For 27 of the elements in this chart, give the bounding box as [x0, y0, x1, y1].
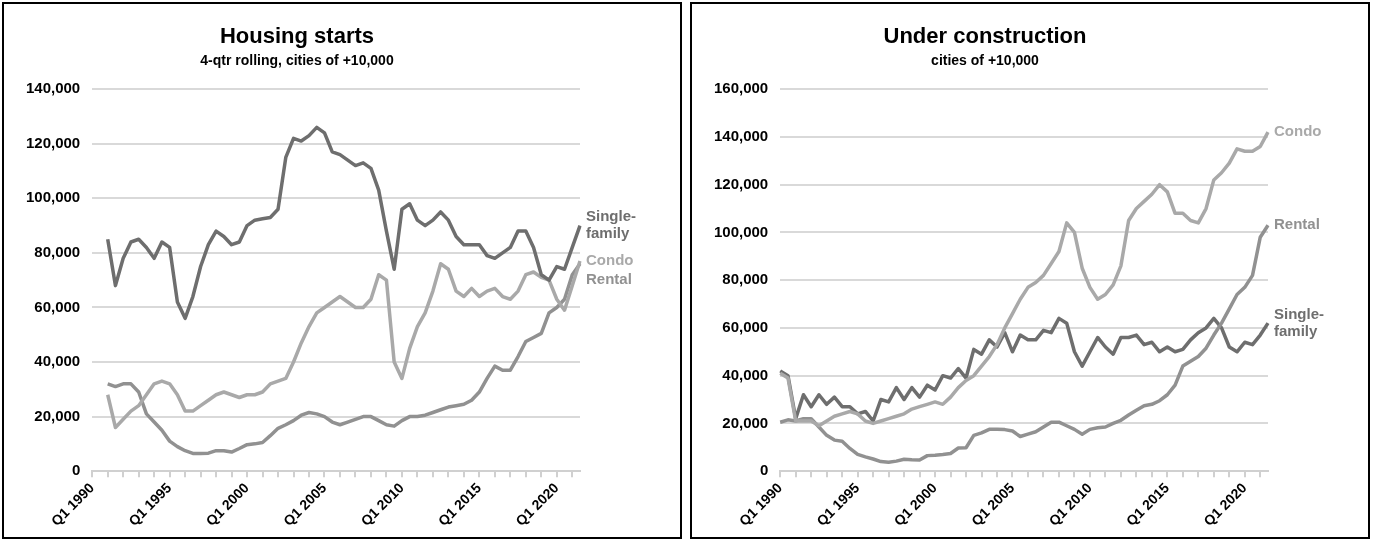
series-label: Rental	[586, 270, 632, 288]
y-tick-label: 100,000	[713, 222, 769, 240]
y-tick-label: 140,000	[713, 127, 769, 145]
chart-subtitle: cities of +10,000	[931, 51, 1040, 68]
y-tick-label: 120,000	[713, 174, 769, 192]
y-tick-label: 140,000	[25, 79, 81, 97]
y-tick-label: 80,000	[34, 243, 81, 261]
y-tick-label: 20,000	[722, 413, 769, 431]
y-tick-label: 80,000	[722, 270, 769, 288]
y-tick-label: 160,000	[713, 79, 769, 97]
series-label: Condo	[586, 251, 634, 269]
y-tick-label: 40,000	[34, 352, 81, 370]
y-tick-label: 100,000	[25, 188, 81, 206]
y-tick-label: 60,000	[34, 297, 81, 315]
series-label: Single-family	[586, 207, 637, 242]
series-label: Rental	[1274, 215, 1320, 233]
y-tick-label: 120,000	[25, 133, 81, 151]
y-tick-label: 0	[71, 461, 81, 479]
y-tick-label: 60,000	[722, 318, 769, 336]
y-tick-label: 20,000	[34, 406, 81, 424]
chart-title: Housing starts	[219, 23, 375, 49]
series-label: Single-family	[1274, 304, 1325, 339]
chart-subtitle: 4-qtr rolling, cities of +10,000	[200, 51, 394, 68]
y-tick-label: 0	[759, 461, 769, 479]
y-tick-label: 40,000	[722, 365, 769, 383]
chart-title: Under construction	[883, 23, 1087, 49]
series-label: Condo	[1274, 122, 1322, 140]
